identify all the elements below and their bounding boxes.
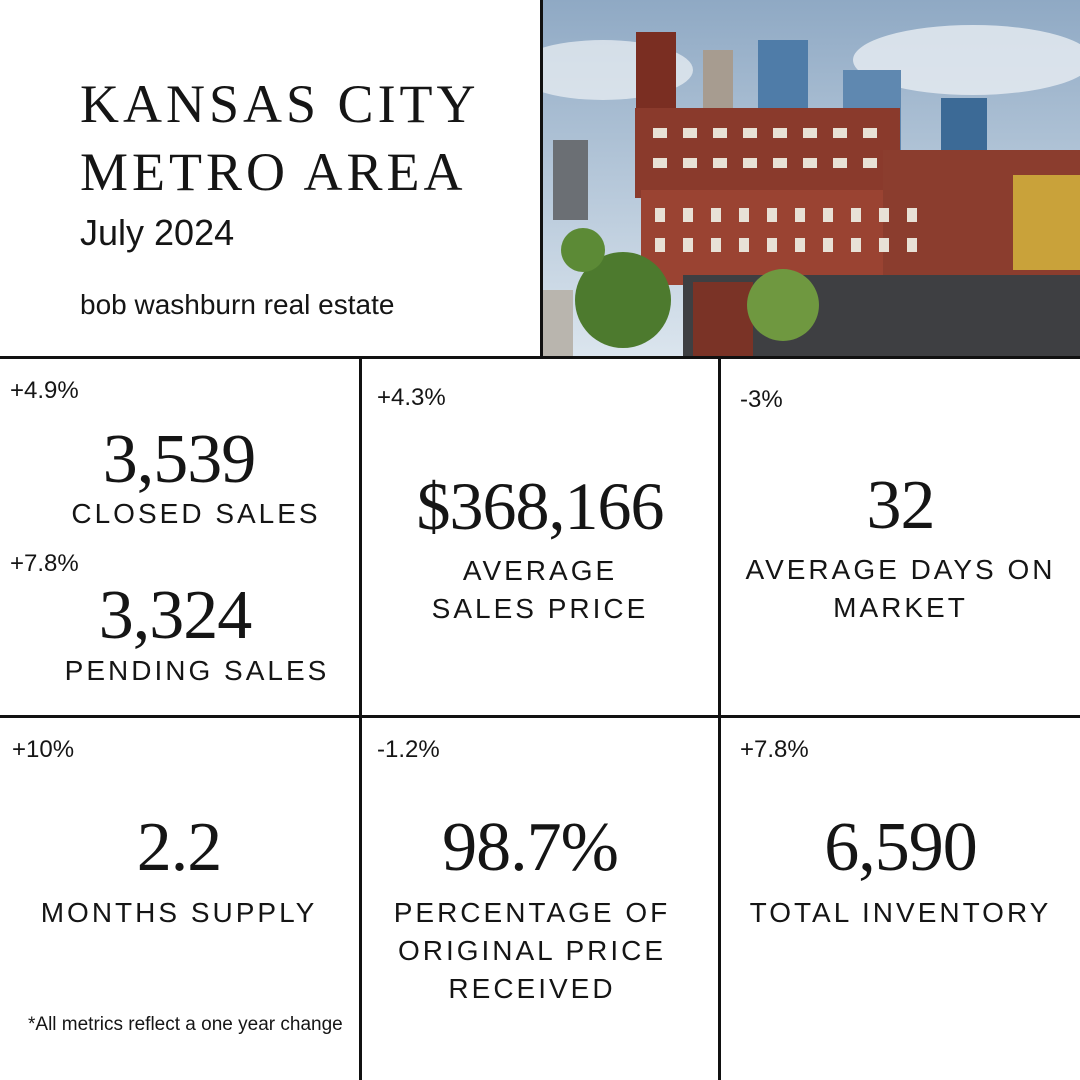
- closed-sales-change: +4.9%: [10, 377, 79, 404]
- brand-name: bob washburn real estate: [80, 289, 395, 320]
- total-inventory-change: +7.8%: [740, 736, 809, 763]
- total-inventory-label: TOTAL INVENTORY: [749, 897, 1052, 928]
- avg-sales-price-label-line-2: SALES PRICE: [431, 593, 649, 624]
- page-title: KANSAS CITY METRO AREA: [80, 70, 530, 206]
- pct-original-price-change: -1.2%: [377, 736, 440, 763]
- avg-days-on-market-label-line-1: AVERAGE DAYS ON: [745, 554, 1056, 585]
- pending-sales-value: 3,324: [98, 577, 253, 654]
- avg-days-on-market-value: 32: [866, 467, 936, 544]
- divider-row-2: [0, 715, 1080, 718]
- pct-original-price-label-line-1: PERCENTAGE OF: [393, 897, 671, 928]
- avg-sales-price-value: $368,166: [416, 468, 665, 544]
- pct-original-price-label: PERCENTAGE OF ORIGINAL PRICE RECEIVED: [362, 894, 702, 1008]
- divider-col-1: [359, 356, 362, 1080]
- title-line-1: KANSAS CITY: [80, 74, 480, 134]
- avg-days-on-market-label: AVERAGE DAYS ON MARKET: [721, 551, 1080, 627]
- total-inventory-value: 6,590: [824, 809, 978, 886]
- pct-original-price-label-line-3: RECEIVED: [448, 973, 616, 1004]
- kansas-city-skyline-photo: [543, 0, 1080, 357]
- months-supply-change: +10%: [12, 736, 75, 763]
- report-date: July 2024: [80, 212, 235, 253]
- pending-sales-change: +7.8%: [10, 550, 79, 577]
- pct-original-price-value: 98.7%: [442, 809, 619, 886]
- divider-photo-left: [540, 0, 543, 358]
- title-line-2: METRO AREA: [80, 142, 467, 202]
- avg-sales-price-label: AVERAGE SALES PRICE: [362, 552, 718, 628]
- months-supply-value: 2.2: [136, 809, 223, 886]
- months-supply-label: MONTHS SUPPLY: [40, 897, 318, 928]
- avg-sales-price-change: +4.3%: [377, 384, 446, 411]
- pct-original-price-label-line-2: ORIGINAL PRICE: [397, 935, 667, 966]
- closed-sales-label: CLOSED SALES: [71, 498, 321, 529]
- divider-col-2: [718, 356, 721, 1080]
- avg-days-on-market-change: -3%: [740, 386, 783, 413]
- pending-sales-label: PENDING SALES: [64, 655, 330, 686]
- divider-row-1: [0, 356, 1080, 359]
- closed-sales-value: 3,539: [102, 421, 257, 498]
- avg-sales-price-label-line-1: AVERAGE: [462, 555, 618, 586]
- footnote: *All metrics reflect a one year change: [28, 1014, 343, 1035]
- avg-days-on-market-label-line-2: MARKET: [833, 592, 968, 623]
